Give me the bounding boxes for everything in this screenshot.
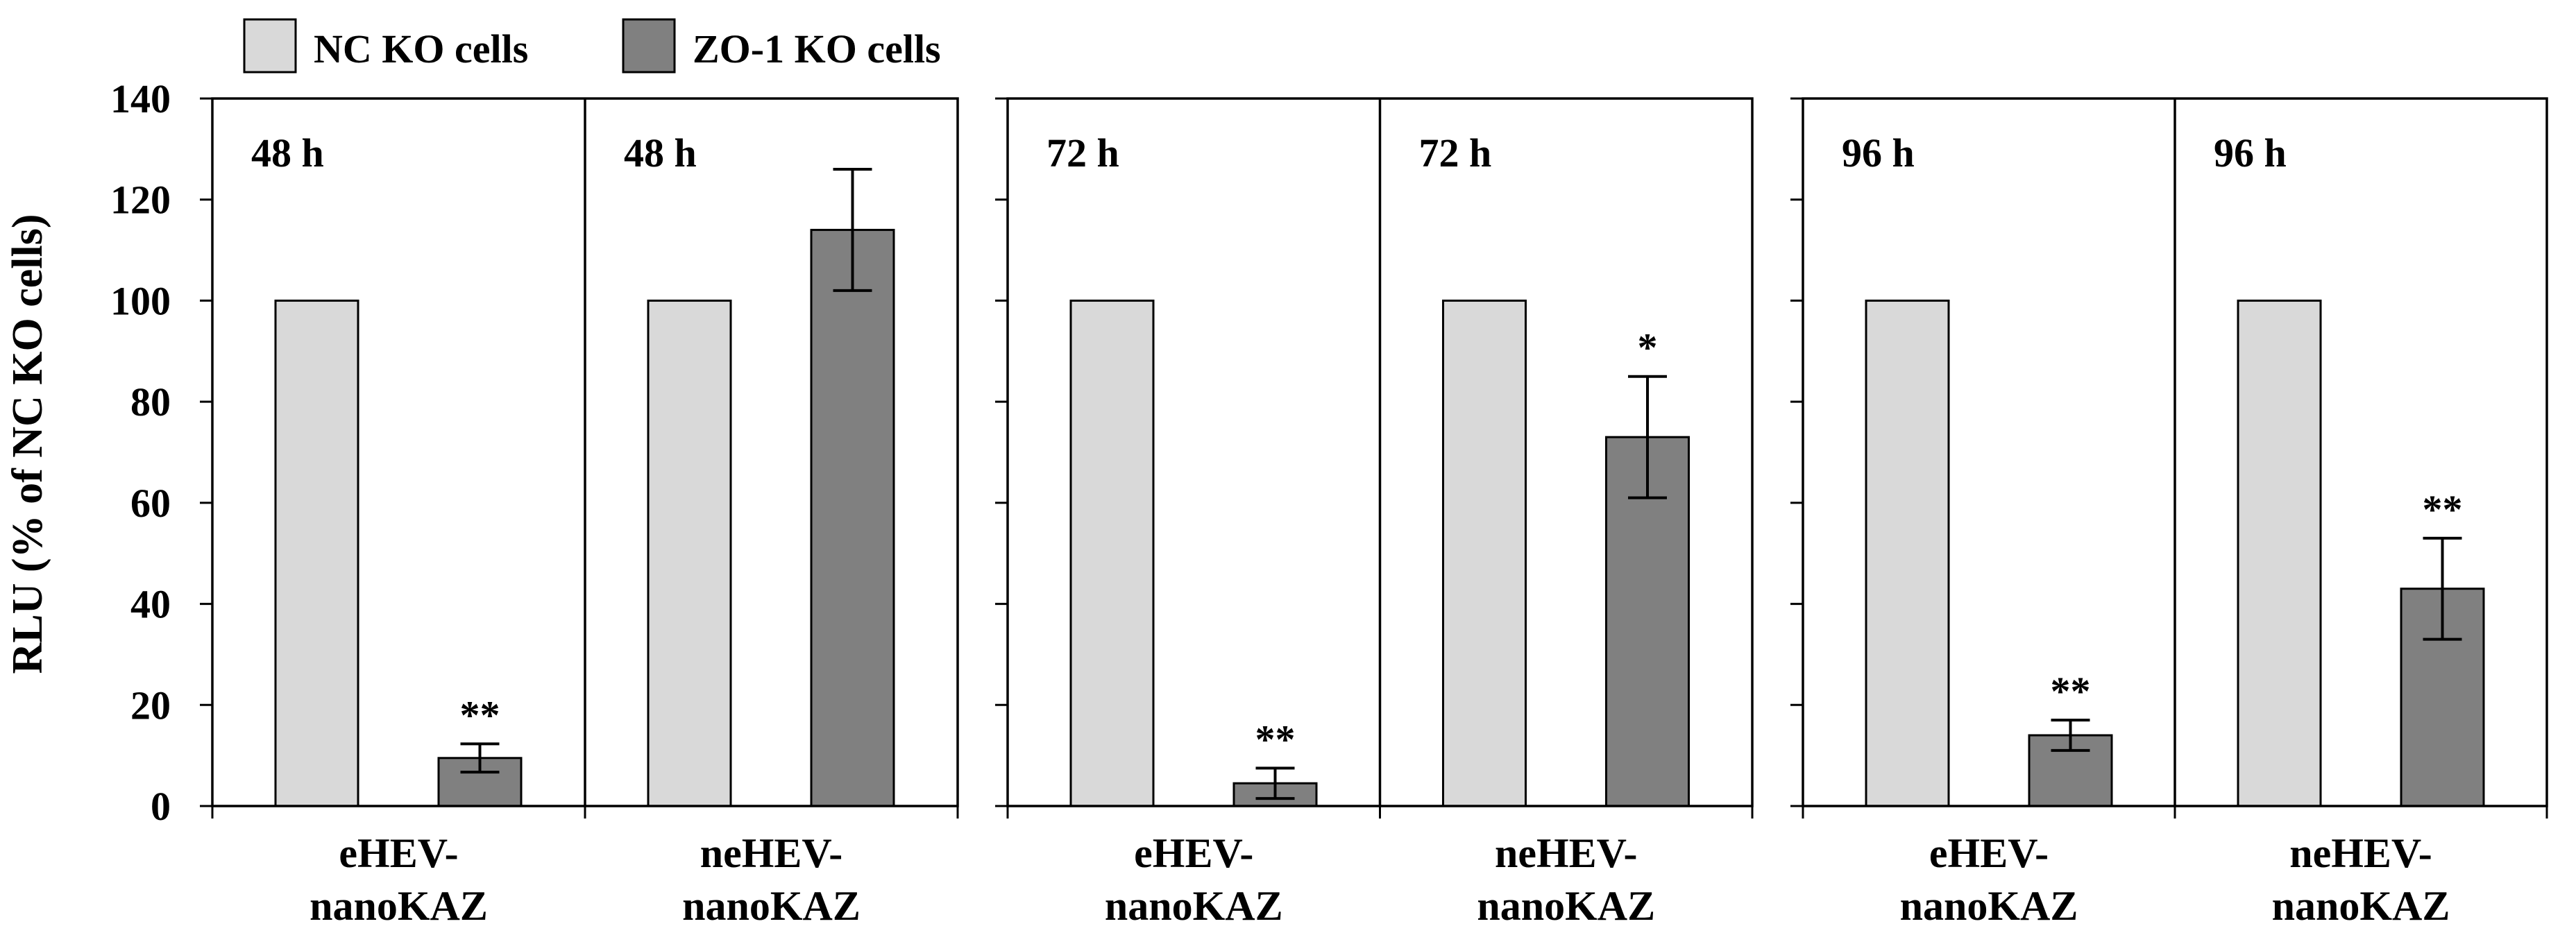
significance-marker: * xyxy=(1638,325,1658,370)
y-tick-label: 0 xyxy=(151,784,171,829)
category-label-line: eHEV- xyxy=(339,830,458,876)
panel-time-label: 72 h xyxy=(1419,130,1492,175)
category-label-line: nanoKAZ xyxy=(2272,883,2450,929)
bar-nc-ko xyxy=(1442,299,1527,807)
panel-2-2: 72 h * neHEV-nanoKAZ xyxy=(1379,130,1690,929)
legend-swatch-nc-ko xyxy=(243,18,297,74)
category-label: eHEV-nanoKAZ xyxy=(1900,830,2078,929)
category-label-line: neHEV- xyxy=(1495,830,1638,876)
y-tick-label: 100 xyxy=(110,278,171,323)
panel-group-1: 48 h ** eHEV-nanoKAZ 48 h neHEV-nanoKAZ xyxy=(200,97,959,929)
category-label-line: nanoKAZ xyxy=(1900,883,2078,929)
panel-1-1: 48 h ** eHEV-nanoKAZ xyxy=(211,130,523,929)
significance-marker: ** xyxy=(2423,487,2463,532)
bar-nc-ko xyxy=(2237,299,2322,807)
bar-nc-ko xyxy=(647,299,732,807)
category-label: neHEV-nanoKAZ xyxy=(2272,830,2450,929)
panel-1-2: 48 h neHEV-nanoKAZ xyxy=(584,130,895,929)
panel-3-1: 96 h ** eHEV-nanoKAZ xyxy=(1802,130,2113,929)
category-label-line: nanoKAZ xyxy=(1477,883,1655,929)
y-tick-label: 60 xyxy=(130,481,171,526)
category-label-line: neHEV- xyxy=(700,830,843,876)
panel-group-2: 72 h ** eHEV-nanoKAZ 72 h * neHEV-nanoKAZ xyxy=(995,97,1754,929)
significance-marker: ** xyxy=(1255,717,1296,762)
panel-time-label: 48 h xyxy=(624,130,697,175)
category-label: eHEV-nanoKAZ xyxy=(1105,830,1283,929)
legend: NC KO cells ZO-1 KO cells xyxy=(243,18,941,74)
panel-time-label: 48 h xyxy=(251,130,324,175)
significance-marker: ** xyxy=(460,692,500,737)
y-axis: 0 20 40 60 80 100 120 140 xyxy=(110,76,171,829)
chart-groups: 48 h ** eHEV-nanoKAZ 48 h neHEV-nanoKAZ 72 h *… xyxy=(200,97,2548,929)
y-tick-label: 140 xyxy=(110,76,171,121)
panel-time-label: 72 h xyxy=(1046,130,1119,175)
panel-time-label: 96 h xyxy=(1842,130,1915,175)
bar-nc-ko xyxy=(1069,299,1155,807)
panel-group-3: 96 h ** eHEV-nanoKAZ 96 h ** neHEV-nanoKAZ xyxy=(1790,97,2548,929)
bar-nc-ko xyxy=(1865,299,1950,807)
category-label: neHEV-nanoKAZ xyxy=(682,830,861,929)
category-label-line: nanoKAZ xyxy=(682,883,861,929)
bar-nc-ko xyxy=(274,299,359,807)
y-axis-label: RLU (% of NC KO cells) xyxy=(4,214,51,674)
panel-3-2: 96 h ** neHEV-nanoKAZ xyxy=(2174,130,2485,929)
bar-zo1-ko xyxy=(810,228,895,807)
y-tick-label: 20 xyxy=(130,683,171,728)
y-tick-label: 40 xyxy=(130,582,171,627)
category-label: eHEV-nanoKAZ xyxy=(310,830,488,929)
panel-2-1: 72 h ** eHEV-nanoKAZ xyxy=(1006,130,1318,929)
panel-time-label: 96 h xyxy=(2214,130,2287,175)
category-label-line: nanoKAZ xyxy=(310,883,488,929)
category-label-line: eHEV- xyxy=(1134,830,1253,876)
legend-swatch-zo1-ko xyxy=(622,18,676,74)
category-label-line: nanoKAZ xyxy=(1105,883,1283,929)
category-label-line: eHEV- xyxy=(1929,830,2049,876)
category-label: neHEV-nanoKAZ xyxy=(1477,830,1655,929)
legend-label: ZO-1 KO cells xyxy=(693,26,941,71)
category-label-line: neHEV- xyxy=(2289,830,2432,876)
y-tick-label: 80 xyxy=(130,379,171,425)
y-tick-label: 120 xyxy=(110,178,171,223)
legend-label: NC KO cells xyxy=(314,26,528,71)
significance-marker: ** xyxy=(2051,669,2091,714)
